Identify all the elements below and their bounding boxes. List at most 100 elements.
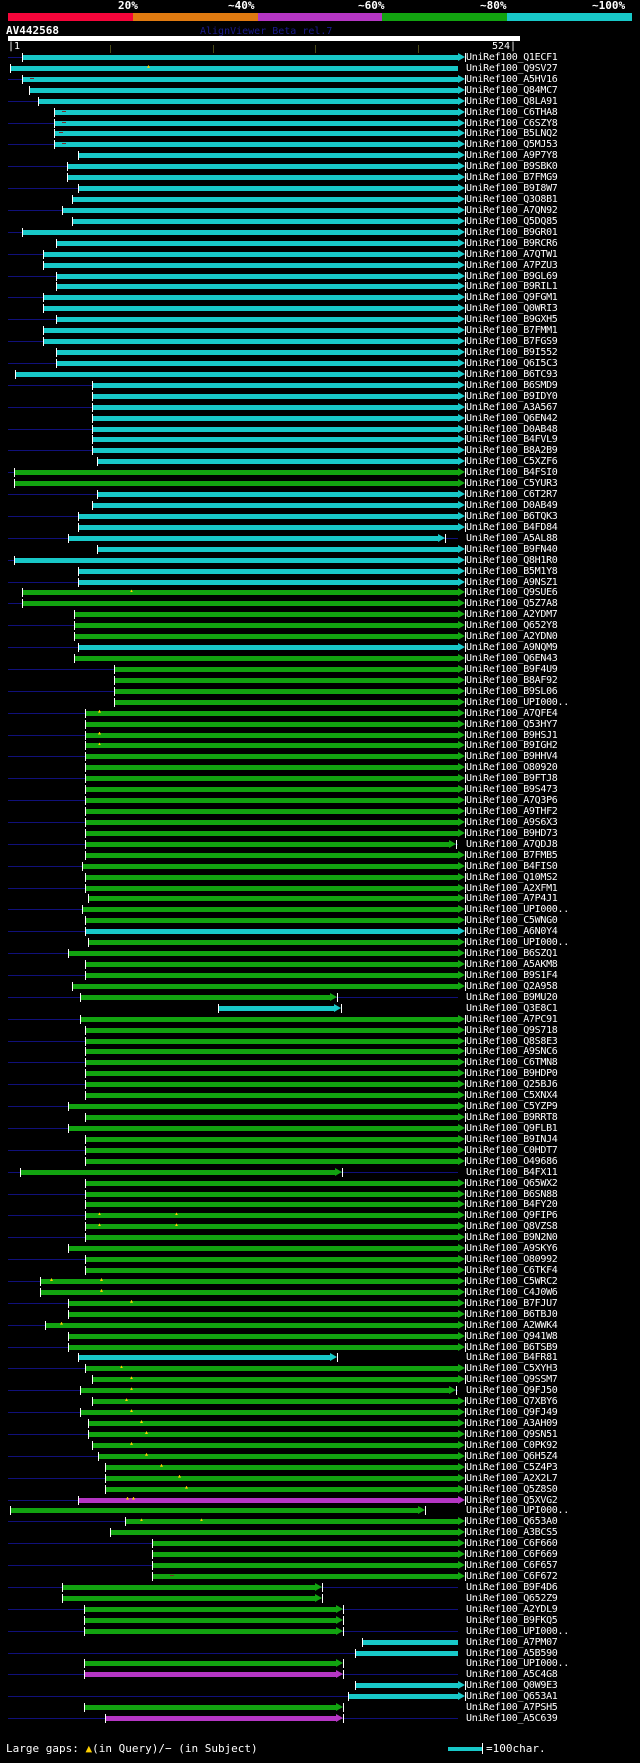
hit-accession-label[interactable]: UniRef100_Q653A1 bbox=[466, 1691, 558, 1703]
hit-accession-label[interactable]: UniRef100_UPI000.. bbox=[466, 937, 569, 949]
alignment-hit-bar[interactable] bbox=[85, 1235, 458, 1241]
alignment-hit-bar[interactable] bbox=[85, 1071, 458, 1077]
hit-accession-label[interactable]: UniRef100_Q9FJ50 bbox=[466, 1385, 558, 1397]
hit-accession-label[interactable]: UniRef100_Q8VZS8 bbox=[466, 1221, 558, 1233]
alignment-hit-bar[interactable] bbox=[68, 951, 458, 957]
alignment-hit-bar[interactable] bbox=[85, 841, 449, 847]
hit-accession-label[interactable]: UniRef100_B9HD73 bbox=[466, 827, 558, 839]
alignment-row[interactable]: UniRef100_C6F657 bbox=[0, 1560, 640, 1572]
alignment-hit-bar[interactable] bbox=[97, 492, 458, 498]
alignment-row[interactable]: UniRef100_B9RRT8 bbox=[0, 1112, 640, 1124]
hit-accession-label[interactable]: UniRef100_Q0W9E3 bbox=[466, 1680, 558, 1692]
alignment-hit-bar[interactable] bbox=[68, 1333, 458, 1339]
alignment-row[interactable]: UniRef100_A9P7Y8 bbox=[0, 150, 640, 162]
alignment-row[interactable]: UniRef100_A5AL88 bbox=[0, 533, 640, 545]
alignment-hit-bar[interactable] bbox=[85, 743, 458, 749]
alignment-row[interactable]: UniRef100_Q5XVG2 bbox=[0, 1495, 640, 1507]
alignment-hit-bar[interactable] bbox=[78, 1497, 458, 1503]
alignment-hit-bar[interactable] bbox=[362, 1639, 458, 1645]
hit-accession-label[interactable]: UniRef100_B9MU20 bbox=[466, 991, 558, 1003]
hit-accession-label[interactable]: UniRef100_B9FN40 bbox=[466, 543, 558, 555]
alignment-row[interactable]: UniRef100_B9F4U9 bbox=[0, 664, 640, 676]
hit-accession-label[interactable]: UniRef100_B4FR81 bbox=[466, 1352, 558, 1364]
alignment-hit-bar[interactable] bbox=[78, 186, 458, 192]
alignment-row[interactable]: UniRef100_A5HV16 bbox=[0, 74, 640, 86]
alignment-row[interactable]: UniRef100_B8AF92 bbox=[0, 675, 640, 687]
alignment-hit-bar[interactable] bbox=[348, 1694, 458, 1700]
alignment-row[interactable]: UniRef100_B6TBJ0 bbox=[0, 1309, 640, 1321]
alignment-hit-bar[interactable] bbox=[56, 360, 458, 366]
hit-accession-label[interactable]: UniRef100_A7QDJ8 bbox=[466, 838, 558, 850]
alignment-row[interactable]: UniRef100_Q9FJ50 bbox=[0, 1385, 640, 1397]
alignment-row[interactable]: UniRef100_Q2A958 bbox=[0, 981, 640, 993]
hit-accession-label[interactable]: UniRef100_C6T2R7 bbox=[466, 489, 558, 501]
alignment-hit-bar[interactable] bbox=[85, 809, 458, 815]
alignment-hit-bar[interactable] bbox=[355, 1683, 458, 1689]
alignment-row[interactable]: UniRef100_B9HD73 bbox=[0, 827, 640, 840]
hit-accession-label[interactable]: UniRef100_Q9FJ49 bbox=[466, 1407, 558, 1419]
alignment-row[interactable]: UniRef100_Q84MC7 bbox=[0, 85, 640, 97]
hit-accession-label[interactable]: UniRef100_B9IDY0 bbox=[466, 390, 558, 402]
alignment-hit-bar[interactable] bbox=[92, 1399, 458, 1405]
alignment-hit-bar[interactable] bbox=[43, 262, 458, 268]
alignment-row[interactable]: UniRef100_Q5Z8S0 bbox=[0, 1483, 640, 1496]
hit-accession-label[interactable]: UniRef100_C6TKF4 bbox=[466, 1265, 558, 1277]
hit-accession-label[interactable]: UniRef100_A7PSH5 bbox=[466, 1702, 558, 1714]
alignment-hit-bar[interactable] bbox=[85, 1049, 458, 1055]
hit-accession-label[interactable]: UniRef100_B9FTJ8 bbox=[466, 773, 558, 785]
alignment-hit-bar[interactable] bbox=[98, 1453, 458, 1459]
alignment-hit-bar[interactable] bbox=[85, 765, 458, 771]
hit-accession-label[interactable]: UniRef100_UPI000.. bbox=[466, 1505, 569, 1517]
hit-accession-label[interactable]: UniRef100_Q3E8C1 bbox=[466, 1002, 558, 1014]
alignment-row[interactable]: UniRef100_Q7XBY6 bbox=[0, 1396, 640, 1408]
alignment-hit-bar[interactable] bbox=[22, 229, 458, 235]
alignment-row[interactable]: UniRef100_Q0WRI3 bbox=[0, 303, 640, 315]
alignment-hit-bar[interactable] bbox=[88, 1431, 458, 1437]
hit-accession-label[interactable]: UniRef100_Q9SSM7 bbox=[466, 1374, 558, 1386]
hit-accession-label[interactable]: UniRef100_Q5Z8S0 bbox=[466, 1483, 558, 1495]
hit-accession-label[interactable]: UniRef100_Q6H5Z4 bbox=[466, 1450, 558, 1462]
alignment-row[interactable]: UniRef100_Q53HY7 bbox=[0, 719, 640, 731]
alignment-hit-bar[interactable] bbox=[152, 1541, 458, 1547]
alignment-rows-container[interactable]: UniRef100_Q1ECF1 UniRef100_Q9SV27 UniRef10… bbox=[0, 52, 640, 1725]
hit-accession-label[interactable]: UniRef100_O80920 bbox=[466, 762, 558, 774]
hit-accession-label[interactable]: UniRef100_B9FKQ5 bbox=[466, 1614, 558, 1626]
alignment-hit-bar[interactable] bbox=[68, 1104, 458, 1110]
hit-accession-label[interactable]: UniRef100_C5YUR3 bbox=[466, 478, 558, 490]
alignment-hit-bar[interactable] bbox=[56, 273, 458, 279]
alignment-row[interactable]: UniRef100_Q653A0 bbox=[0, 1516, 640, 1528]
alignment-row[interactable]: UniRef100_A9S6X3 bbox=[0, 817, 640, 829]
hit-accession-label[interactable]: UniRef100_A7PC91 bbox=[466, 1013, 558, 1025]
hit-accession-label[interactable]: UniRef100_B7FMB5 bbox=[466, 849, 558, 861]
alignment-hit-bar[interactable] bbox=[152, 1574, 458, 1579]
alignment-hit-bar[interactable] bbox=[85, 1136, 458, 1142]
alignment-hit-bar[interactable] bbox=[43, 328, 458, 334]
alignment-row[interactable]: UniRef100_B9INJ4 bbox=[0, 1134, 640, 1146]
alignment-row[interactable]: UniRef100_B9HHV4 bbox=[0, 751, 640, 763]
alignment-hit-bar[interactable] bbox=[85, 819, 458, 825]
alignment-hit-bar[interactable] bbox=[10, 65, 458, 71]
hit-accession-label[interactable]: UniRef100_A9SNC6 bbox=[466, 1046, 558, 1058]
alignment-row[interactable]: UniRef100_Q0W9E3 bbox=[0, 1680, 640, 1692]
hit-accession-label[interactable]: UniRef100_B6SN88 bbox=[466, 1188, 558, 1200]
alignment-hit-bar[interactable] bbox=[84, 1661, 336, 1667]
hit-accession-label[interactable]: UniRef100_A3A567 bbox=[466, 401, 558, 413]
hit-accession-label[interactable]: UniRef100_B7FJU7 bbox=[466, 1297, 558, 1309]
alignment-row[interactable]: UniRef100_B9S1F4 bbox=[0, 970, 640, 982]
alignment-hit-bar[interactable] bbox=[85, 1180, 458, 1186]
hit-accession-label[interactable]: UniRef100_A6N0Y4 bbox=[466, 926, 558, 938]
alignment-row[interactable]: UniRef100_C4J0W6 bbox=[0, 1287, 640, 1299]
hit-accession-label[interactable]: UniRef100_B9SBK0 bbox=[466, 161, 558, 173]
alignment-row[interactable]: UniRef100_A3A567 bbox=[0, 401, 640, 414]
hit-accession-label[interactable]: UniRef100_C0HDT7 bbox=[466, 1144, 558, 1156]
alignment-hit-bar[interactable] bbox=[56, 317, 458, 323]
hit-accession-label[interactable]: UniRef100_Q3O8B1 bbox=[466, 194, 558, 206]
alignment-row[interactable]: UniRef100_A2YDL9 bbox=[0, 1604, 640, 1616]
alignment-row[interactable]: UniRef100_C6SZY8 bbox=[0, 118, 640, 130]
alignment-row[interactable]: UniRef100_B9IDY0 bbox=[0, 390, 640, 403]
alignment-hit-bar[interactable] bbox=[355, 1650, 458, 1656]
hit-accession-label[interactable]: UniRef100_A9P7Y8 bbox=[466, 150, 558, 162]
alignment-row[interactable]: UniRef100_A7PSH5 bbox=[0, 1702, 640, 1714]
alignment-hit-bar[interactable] bbox=[22, 590, 458, 596]
hit-accession-label[interactable]: UniRef100_A7PM07 bbox=[466, 1636, 558, 1648]
